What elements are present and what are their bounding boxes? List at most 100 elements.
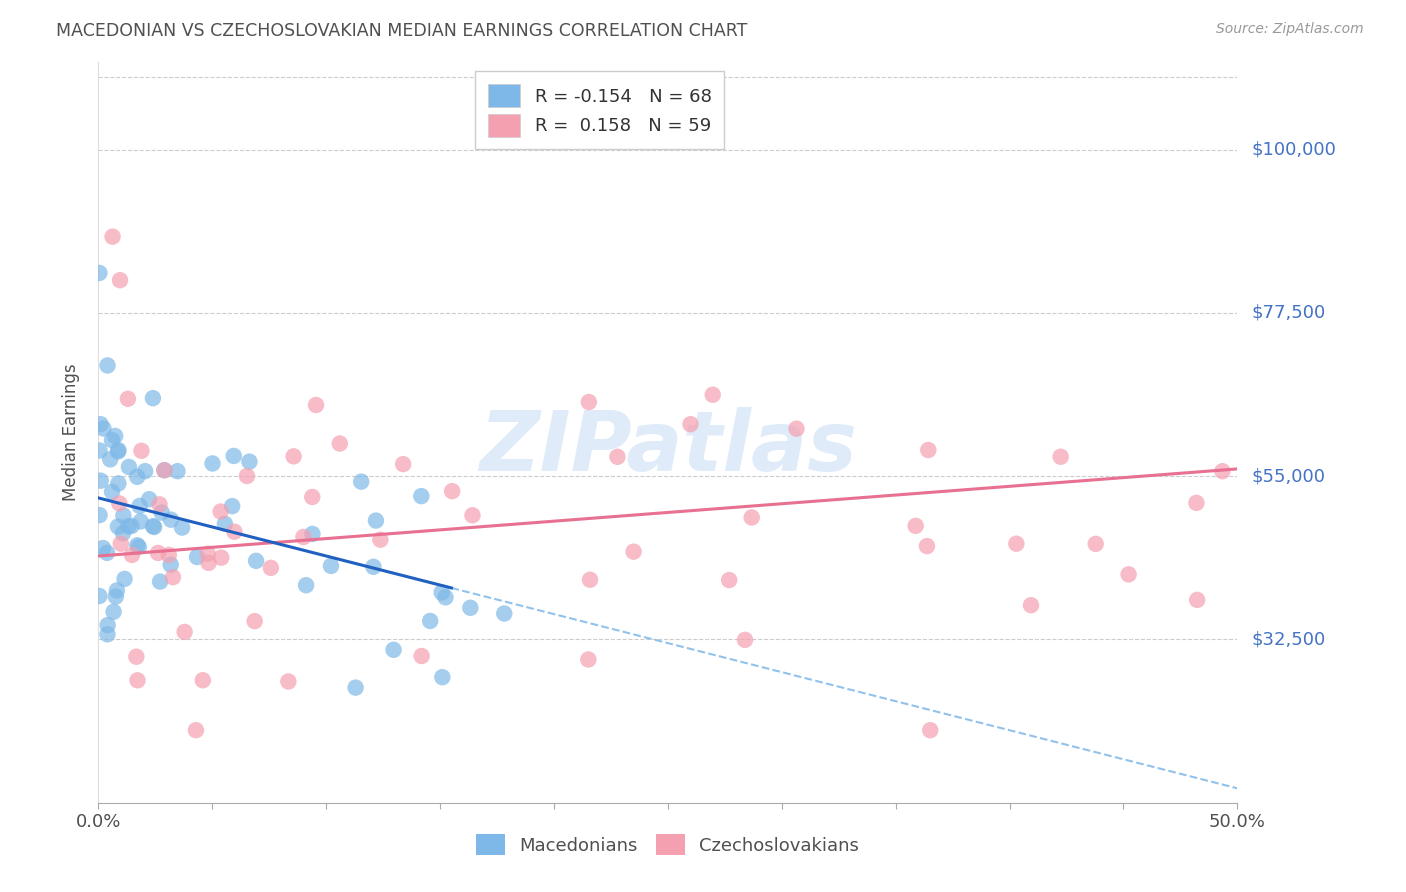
Point	[101, 229, 124, 244]
Point	[191, 673, 214, 688]
Point	[222, 449, 245, 463]
Point	[197, 556, 219, 570]
Point	[1185, 593, 1208, 607]
Point	[606, 450, 628, 464]
Point	[243, 614, 266, 628]
Point	[112, 508, 135, 523]
Point	[441, 484, 464, 499]
Point	[117, 392, 139, 406]
Point	[419, 614, 441, 628]
Point	[131, 443, 153, 458]
Point	[148, 497, 170, 511]
Point	[105, 583, 128, 598]
Point	[460, 600, 482, 615]
Text: $32,500: $32,500	[1251, 631, 1326, 648]
Point	[734, 632, 756, 647]
Point	[197, 547, 219, 561]
Point	[89, 508, 111, 522]
Point	[579, 573, 602, 587]
Point	[301, 490, 323, 504]
Point	[142, 391, 165, 405]
Point	[411, 648, 433, 663]
Point	[90, 417, 112, 432]
Point	[329, 436, 352, 450]
Point	[209, 550, 232, 565]
Point	[101, 433, 124, 447]
Point	[162, 570, 184, 584]
Point	[103, 605, 125, 619]
Text: $55,000: $55,000	[1251, 467, 1326, 485]
Point	[104, 429, 127, 443]
Point	[364, 514, 387, 528]
Point	[214, 516, 236, 531]
Point	[184, 723, 207, 738]
Point	[96, 359, 118, 373]
Point	[149, 574, 172, 589]
Point	[173, 624, 195, 639]
Point	[434, 591, 457, 605]
Point	[110, 537, 132, 551]
Point	[160, 513, 183, 527]
Point	[107, 443, 129, 458]
Point	[461, 508, 484, 523]
Point	[209, 504, 232, 518]
Point	[104, 590, 127, 604]
Point	[93, 421, 115, 435]
Point	[143, 520, 166, 534]
Point	[89, 589, 111, 603]
Point	[363, 559, 385, 574]
Point	[166, 464, 188, 478]
Point	[718, 573, 741, 587]
Point	[108, 496, 131, 510]
Point	[118, 460, 141, 475]
Point	[127, 538, 149, 552]
Point	[1019, 598, 1042, 612]
Y-axis label: Median Earnings: Median Earnings	[62, 364, 80, 501]
Text: $77,500: $77,500	[1251, 304, 1326, 322]
Point	[138, 492, 160, 507]
Point	[128, 540, 150, 554]
Point	[382, 642, 405, 657]
Point	[129, 515, 152, 529]
Text: $100,000: $100,000	[1251, 141, 1336, 159]
Point	[392, 457, 415, 471]
Point	[1084, 537, 1107, 551]
Point	[114, 572, 136, 586]
Point	[153, 463, 176, 477]
Point	[128, 499, 150, 513]
Text: MACEDONIAN VS CZECHOSLOVAKIAN MEDIAN EARNINGS CORRELATION CHART: MACEDONIAN VS CZECHOSLOVAKIAN MEDIAN EAR…	[56, 22, 748, 40]
Point	[97, 618, 120, 632]
Point	[494, 607, 516, 621]
Point	[117, 519, 139, 533]
Point	[786, 422, 808, 436]
Point	[89, 266, 111, 280]
Point	[305, 398, 328, 412]
Point	[277, 674, 299, 689]
Point	[91, 541, 114, 555]
Point	[107, 519, 129, 533]
Text: ZIPatlas: ZIPatlas	[479, 407, 856, 488]
Point	[98, 452, 121, 467]
Point	[1005, 537, 1028, 551]
Point	[201, 457, 224, 471]
Point	[111, 526, 134, 541]
Point	[301, 527, 323, 541]
Point	[917, 442, 939, 457]
Point	[245, 554, 267, 568]
Point	[127, 673, 149, 688]
Point	[90, 474, 112, 488]
Point	[350, 475, 373, 489]
Point	[107, 444, 129, 458]
Point	[283, 450, 305, 464]
Point	[121, 548, 143, 562]
Text: Source: ZipAtlas.com: Source: ZipAtlas.com	[1216, 22, 1364, 37]
Point	[292, 530, 315, 544]
Point	[1118, 567, 1140, 582]
Point	[224, 524, 246, 539]
Point	[172, 520, 194, 534]
Point	[1185, 496, 1208, 510]
Point	[127, 470, 149, 484]
Point	[159, 558, 181, 572]
Point	[96, 627, 118, 641]
Point	[702, 388, 724, 402]
